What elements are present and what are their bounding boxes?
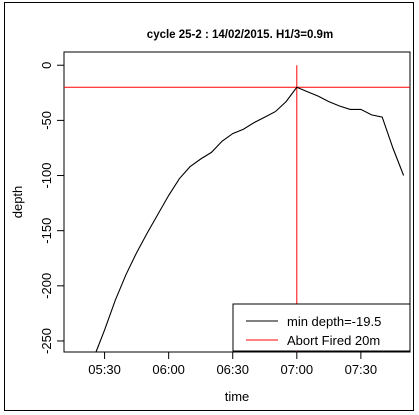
y-tick-label: -100 bbox=[39, 163, 54, 189]
y-tick-label: -150 bbox=[39, 218, 54, 244]
x-tick-label: 05:30 bbox=[88, 362, 121, 377]
y-tick-label: -50 bbox=[39, 111, 54, 130]
x-tick-label: 07:00 bbox=[281, 362, 314, 377]
series-line-min-depth bbox=[95, 86, 405, 353]
x-tick-label: 06:30 bbox=[216, 362, 249, 377]
y-tick-label: -250 bbox=[39, 328, 54, 354]
x-axis-label: time bbox=[225, 389, 250, 404]
y-tick-label: -200 bbox=[39, 273, 54, 299]
y-axis-label: depth bbox=[10, 186, 25, 219]
chart-title: cycle 25-2 : 14/02/2015. H1/3=0.9m bbox=[147, 29, 333, 41]
y-tick-label: 0 bbox=[39, 62, 54, 69]
legend: min depth=-19.5 Abort Fired 20m bbox=[232, 303, 411, 352]
legend-box bbox=[232, 303, 411, 352]
x-axis: 05:30 06:00 06:30 07:00 07:30 bbox=[88, 352, 377, 377]
plot-area-border bbox=[63, 51, 411, 353]
y-axis: 0 -50 -100 -150 -200 -250 bbox=[39, 62, 64, 354]
x-tick-label: 07:30 bbox=[345, 362, 378, 377]
x-tick-label: 06:00 bbox=[152, 362, 185, 377]
legend-label-abort: Abort Fired 20m bbox=[287, 333, 380, 348]
legend-label-min-depth: min depth=-19.5 bbox=[287, 314, 381, 329]
